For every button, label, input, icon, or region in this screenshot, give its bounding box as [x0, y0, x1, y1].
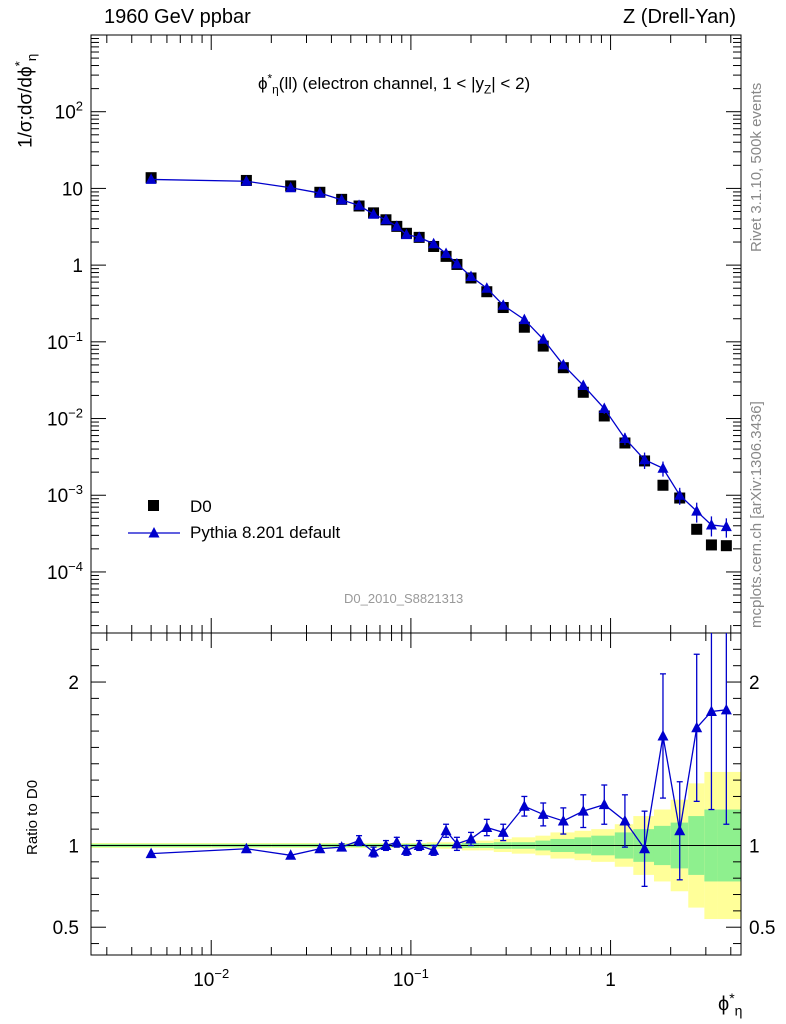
data-point-mc	[314, 187, 326, 198]
ratio-point-mc	[577, 805, 589, 816]
ratio-y-tick-label-right: 2	[749, 673, 760, 694]
ratio-point-mc	[518, 800, 530, 811]
ratio-y-tick-label-left: 2	[68, 673, 79, 694]
main-panel-frame	[90, 34, 742, 634]
data-point-mc	[577, 379, 589, 390]
ratio-point-mc	[440, 824, 452, 836]
ratio-point-mc	[400, 844, 412, 855]
ratio-point-mc	[691, 721, 703, 733]
ratio-point-mc	[368, 846, 380, 857]
ratio-y-tick-label-right: 0.5	[749, 918, 775, 939]
data-point-mc	[400, 228, 412, 240]
ratio-y-tick-label-left: 0.5	[53, 918, 79, 939]
data-point-mc	[497, 299, 509, 310]
data-point-mc	[598, 402, 610, 414]
x-tick-label: 10−1	[393, 966, 429, 991]
data-point-mc	[240, 175, 252, 186]
data-point-d0	[518, 321, 530, 333]
data-point-d0	[598, 410, 610, 422]
data-point-mc	[451, 257, 463, 269]
ratio-point-mc	[285, 849, 297, 860]
ratio-point-mc	[413, 839, 425, 850]
data-point-mc	[413, 231, 425, 242]
data-point-mc	[391, 220, 403, 231]
ratio-y-tick-label-right: 1	[749, 836, 760, 857]
ratio-point-mc	[557, 814, 569, 826]
header-left: 1960 GeV ppbar	[104, 6, 251, 28]
y-axis-label-main: 1/σ;dσ/dϕ*η	[12, 53, 40, 148]
ratio-point-mc	[451, 837, 463, 849]
data-point-mc	[353, 199, 365, 210]
ratio-point-mc	[497, 826, 509, 837]
data-point-mc	[440, 247, 452, 258]
ratio-point-mc	[639, 842, 651, 854]
header-right: Z (Drell-Yan)	[623, 6, 736, 28]
data-point-mc	[619, 432, 631, 443]
data-point-mc	[674, 489, 686, 500]
ratio-point-mc	[481, 821, 493, 833]
ratio-point-mc	[465, 832, 477, 844]
ratio-point-mc	[380, 839, 392, 850]
data-point-mc	[557, 358, 569, 370]
data-point-mc	[380, 213, 392, 225]
ratio-panel-frame	[90, 632, 742, 956]
data-point-mc	[285, 181, 297, 193]
data-point-mc	[481, 282, 493, 293]
data-point-mc	[145, 173, 157, 184]
x-tick-label: 10−2	[193, 966, 229, 991]
mcplots-label: mcplots.cern.ch [arXiv:1306.3436]	[748, 401, 765, 628]
ratio-y-tick-label-left: 1	[68, 836, 79, 857]
data-point-mc	[428, 237, 440, 249]
data-point-mc	[705, 518, 717, 530]
ratio-point-mc	[705, 705, 717, 716]
ratio-point-mc	[720, 703, 732, 715]
y-axis-label-ratio: Ratio to D0	[24, 779, 41, 855]
y-tick-label: 10−1	[47, 329, 83, 354]
data-point-mc	[518, 313, 530, 325]
x-tick-label: 1	[605, 970, 616, 991]
ratio-point-mc	[537, 808, 549, 819]
analysis-watermark: D0_2010_S8821313	[344, 591, 464, 606]
data-point-mc	[336, 193, 348, 205]
data-point-mc	[639, 453, 651, 465]
legend-data-marker	[148, 500, 159, 511]
mc-line	[151, 178, 727, 528]
ratio-point-mc	[336, 841, 348, 852]
y-tick-label: 10−4	[47, 559, 83, 584]
ratio-point-mc	[598, 798, 610, 810]
x-axis-label: ϕ*η	[718, 990, 743, 1019]
legend-data-label: D0	[190, 497, 212, 516]
legend-mc-marker	[148, 527, 160, 538]
data-point-mc	[657, 462, 669, 473]
ratio-point-mc	[314, 842, 326, 854]
ratio-point-mc	[619, 814, 631, 826]
ratio-point-mc	[674, 824, 686, 836]
data-point-d0	[657, 479, 669, 491]
rivet-label: Rivet 3.1.10, 500k events	[748, 82, 765, 252]
data-point-d0	[705, 539, 717, 551]
y-tick-label: 102	[55, 99, 83, 124]
data-point-d0	[691, 523, 703, 535]
data-point-d0	[537, 340, 549, 352]
data-point-d0	[720, 540, 732, 552]
ratio-point-mc	[657, 729, 669, 741]
ratio-point-mc	[353, 834, 365, 846]
data-point-d0	[577, 386, 589, 398]
ratio-point-mc	[391, 836, 403, 847]
chart-subtitle: ϕ*η(ll) (electron channel, 1 < |yZ| < 2)	[258, 71, 531, 97]
legend-mc-label: Pythia 8.201 default	[190, 523, 341, 542]
data-point-mc	[465, 270, 477, 282]
data-point-mc	[720, 520, 732, 532]
data-point-mc	[691, 505, 703, 516]
y-tick-label: 1	[72, 256, 83, 277]
y-tick-label: 10	[62, 179, 83, 200]
y-tick-label: 10−2	[47, 406, 83, 431]
ratio-point-mc	[145, 847, 157, 859]
ratio-point-mc	[428, 844, 440, 855]
data-point-mc	[368, 208, 380, 219]
y-tick-label: 10−3	[47, 482, 83, 507]
data-point-mc	[537, 333, 549, 344]
ratio-point-mc	[240, 842, 252, 854]
